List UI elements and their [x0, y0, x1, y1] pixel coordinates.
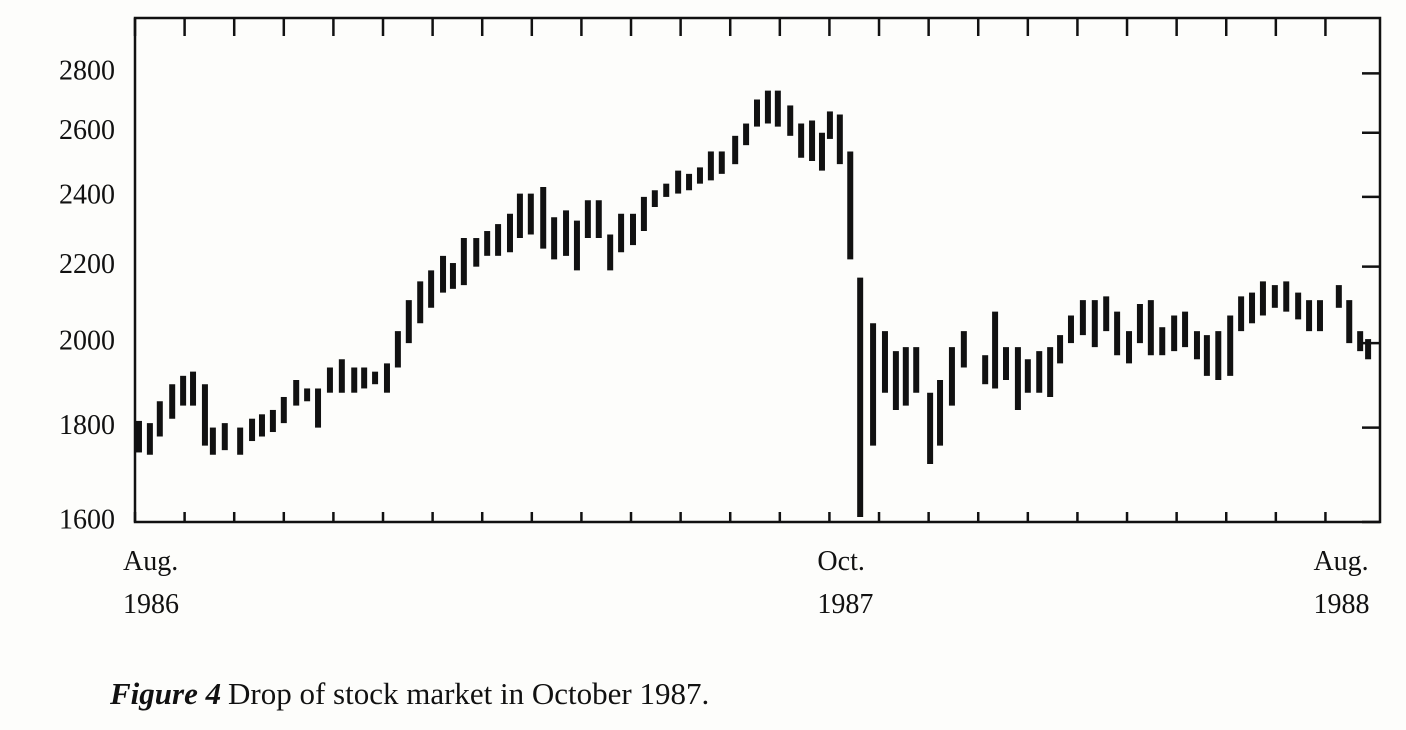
y-tick-label: 2000: [59, 326, 115, 357]
y-tick-label: 1600: [59, 504, 115, 535]
y-tick-label: 2400: [59, 179, 115, 210]
figure-caption: Drop of stock market in October 1987.: [228, 676, 710, 711]
x-tick-label: Oct. 1987: [817, 546, 874, 620]
plot-frame: [133, 16, 1382, 524]
x-tick-label: Aug. 1986: [123, 546, 179, 620]
y-tick-label: 2800: [59, 56, 115, 87]
figure-label: Figure 4: [110, 676, 222, 711]
x-tick-label: Aug. 1988: [1313, 546, 1370, 620]
y-tick-label: 1800: [59, 410, 115, 441]
y-tick-label: 2600: [59, 115, 115, 146]
y-tick-label: 2200: [59, 249, 115, 280]
